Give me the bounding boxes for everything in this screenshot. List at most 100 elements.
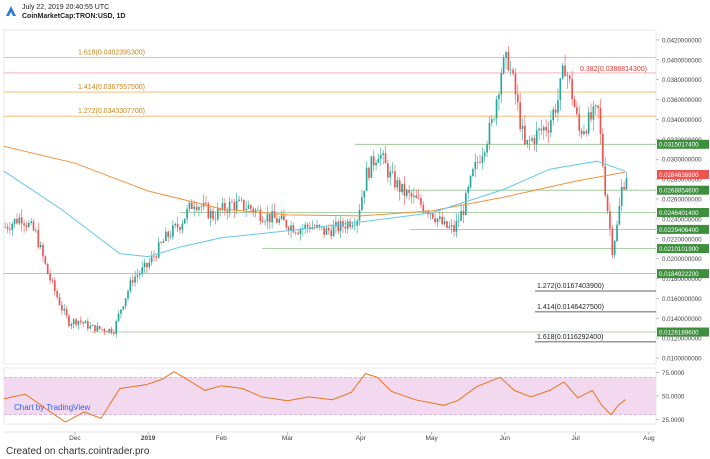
- candle-body: [502, 57, 505, 74]
- candle-body: [509, 69, 512, 71]
- candle-body: [455, 221, 458, 232]
- support-price-label: 0.0246401400: [659, 210, 699, 217]
- candle-body: [58, 297, 61, 305]
- candle-body: [94, 325, 96, 332]
- candle-body: [410, 192, 413, 197]
- candle-body: [44, 256, 47, 264]
- candle-body: [181, 223, 184, 230]
- candle-body: [136, 274, 139, 277]
- candle-body: [103, 329, 106, 332]
- rsi-band: [4, 377, 656, 415]
- candle-body: [323, 227, 325, 235]
- candle-body: [335, 221, 337, 227]
- candle-body: [403, 183, 406, 196]
- x-tick-label: 2019: [141, 435, 156, 442]
- fib-level-label: 1.618(0.0402395300): [78, 49, 145, 56]
- candle-body: [245, 208, 247, 210]
- candle-body: [599, 107, 602, 134]
- candle-body: [349, 221, 351, 227]
- candle-body: [382, 153, 384, 156]
- candle-body: [297, 232, 299, 235]
- candle-body: [268, 214, 271, 223]
- candle-body: [42, 244, 44, 257]
- candle-body: [377, 158, 380, 163]
- candle-body: [356, 220, 358, 226]
- candle-body: [389, 171, 392, 178]
- y-tick-label: 0.0360000000: [662, 97, 702, 104]
- candle-body: [221, 203, 224, 211]
- candle-body: [318, 224, 321, 227]
- candle-body: [379, 155, 382, 159]
- candle-body: [448, 226, 451, 228]
- candle-body: [585, 131, 588, 134]
- candle-body: [13, 218, 16, 224]
- support-price-label: 0.0184922200: [659, 271, 699, 278]
- candle-body: [327, 228, 330, 231]
- candle-body: [259, 209, 262, 221]
- candle-body: [526, 139, 529, 145]
- candle-body: [524, 125, 526, 145]
- candle-body: [370, 156, 373, 178]
- candle-body: [531, 138, 533, 141]
- candle-body: [169, 236, 172, 238]
- candle-body: [561, 65, 564, 79]
- price-axis-label-bg: [657, 224, 709, 234]
- candle-body: [363, 190, 366, 198]
- resistance-label: 0.382(0.0386814300): [580, 66, 647, 73]
- moving-average-line-ema_long: [3, 145, 626, 217]
- support-price-label: 0.0210101900: [659, 246, 699, 253]
- candle-body: [174, 223, 177, 226]
- candle-body: [512, 69, 514, 74]
- candle-body: [212, 210, 214, 220]
- candle-body: [252, 208, 255, 213]
- candle-body: [597, 105, 599, 108]
- candle-body: [176, 223, 179, 228]
- y-tick-label: 0.0420000000: [662, 37, 702, 44]
- candle-body: [587, 112, 590, 134]
- candle-body: [25, 225, 28, 227]
- candle-body: [311, 227, 314, 230]
- candle-body: [420, 198, 422, 205]
- candle-body: [247, 205, 250, 209]
- price-axis-label-bg: [657, 269, 709, 279]
- candle-body: [602, 133, 604, 166]
- price-axis-label-bg: [657, 185, 709, 195]
- x-tick-label: Jun: [500, 435, 511, 442]
- candle-body: [242, 199, 245, 210]
- x-tick-label: Apr: [356, 435, 367, 442]
- candle-body: [183, 218, 186, 224]
- candle-body: [533, 138, 536, 144]
- candle-body: [233, 202, 236, 210]
- candle-body: [372, 156, 375, 166]
- candle-body: [51, 280, 54, 281]
- candle-body: [325, 228, 328, 235]
- candle-body: [339, 221, 342, 232]
- candle-body: [53, 280, 56, 291]
- candle-body: [20, 217, 23, 224]
- candle-body: [9, 228, 11, 230]
- y-tick-label: 0.0180000000: [662, 276, 702, 283]
- candle-body: [493, 118, 496, 120]
- candle-body: [283, 215, 285, 221]
- candle-body: [257, 209, 259, 211]
- candle-body: [573, 99, 576, 108]
- candle-body: [358, 210, 361, 221]
- candle-body: [101, 328, 103, 330]
- rsi-tick-label: 25.0000: [662, 417, 685, 424]
- candle-body: [498, 94, 500, 100]
- candle-body: [231, 201, 233, 203]
- candle-body: [117, 313, 120, 321]
- candle-body: [417, 198, 420, 199]
- price-axis-label-bg: [657, 139, 709, 149]
- candle-body: [460, 211, 462, 221]
- candle-body: [519, 102, 521, 130]
- candle-body: [49, 274, 51, 281]
- candle-body: [89, 325, 92, 329]
- candle-body: [391, 171, 394, 172]
- candle-body: [611, 228, 614, 255]
- y-tick-label: 0.0140000000: [662, 316, 702, 323]
- candle-body: [134, 276, 136, 283]
- candle-body: [65, 308, 68, 316]
- candle-body: [77, 320, 80, 325]
